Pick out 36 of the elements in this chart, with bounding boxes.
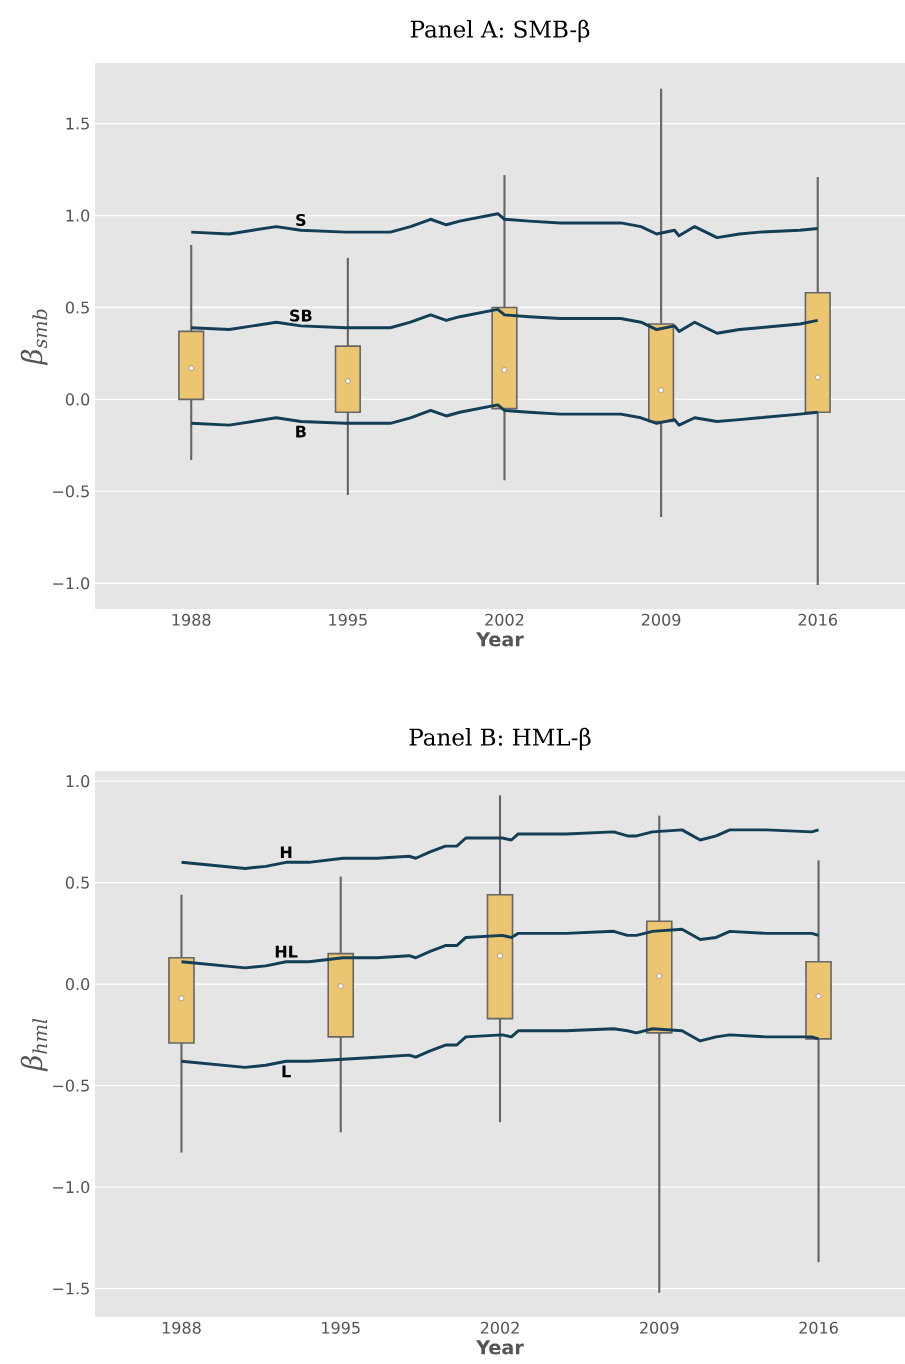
x-tick-label: 1995 xyxy=(329,613,367,626)
series-label: H xyxy=(280,846,292,859)
x-axis-title: Year xyxy=(476,632,524,647)
series-label: B xyxy=(296,425,306,438)
series-label: HL xyxy=(275,945,298,958)
chart-title: Panel A: SMB-β xyxy=(410,19,590,43)
x-tick-label: 1995 xyxy=(322,1321,360,1334)
x-tick-label: 2016 xyxy=(799,1321,838,1334)
line-series xyxy=(179,927,821,970)
x-axis-title: Year xyxy=(476,1340,524,1355)
y-tick-label: 0.5 xyxy=(65,876,89,889)
x-tick-label: 2002 xyxy=(485,613,524,626)
x-tick-label: 2009 xyxy=(640,1321,679,1334)
y-tick-label: −0.5 xyxy=(53,1079,89,1092)
y-tick-label: −0.5 xyxy=(53,485,89,498)
y-tick-label: 1.0 xyxy=(66,209,90,222)
y-tick-label: 0.5 xyxy=(65,301,89,314)
y-axis-title: β$_{smb}$ xyxy=(20,309,48,366)
y-tick-label: −1.5 xyxy=(53,1282,89,1295)
line-series xyxy=(179,828,821,870)
chart-title: Panel B: HML-β xyxy=(409,727,591,751)
y-tick-label: 1.0 xyxy=(66,775,90,788)
y-tick-label: 0.0 xyxy=(65,393,90,406)
x-tick-label: 2009 xyxy=(641,613,681,626)
y-tick-label: −1.0 xyxy=(53,577,90,590)
series-label: SB xyxy=(290,309,312,322)
y-axis-title: β$_{hml}$ xyxy=(20,1018,48,1072)
x-tick-label: 1988 xyxy=(162,1321,201,1334)
y-tick-label: 1.5 xyxy=(66,117,89,130)
y-tick-label: 0.0 xyxy=(65,978,90,991)
x-tick-label: 1988 xyxy=(172,613,211,626)
series-label: S xyxy=(296,213,306,227)
x-tick-label: 2016 xyxy=(798,613,838,626)
y-tick-label: −1.0 xyxy=(53,1181,90,1194)
x-tick-label: 2002 xyxy=(480,1321,519,1334)
series-label: L xyxy=(282,1065,291,1078)
